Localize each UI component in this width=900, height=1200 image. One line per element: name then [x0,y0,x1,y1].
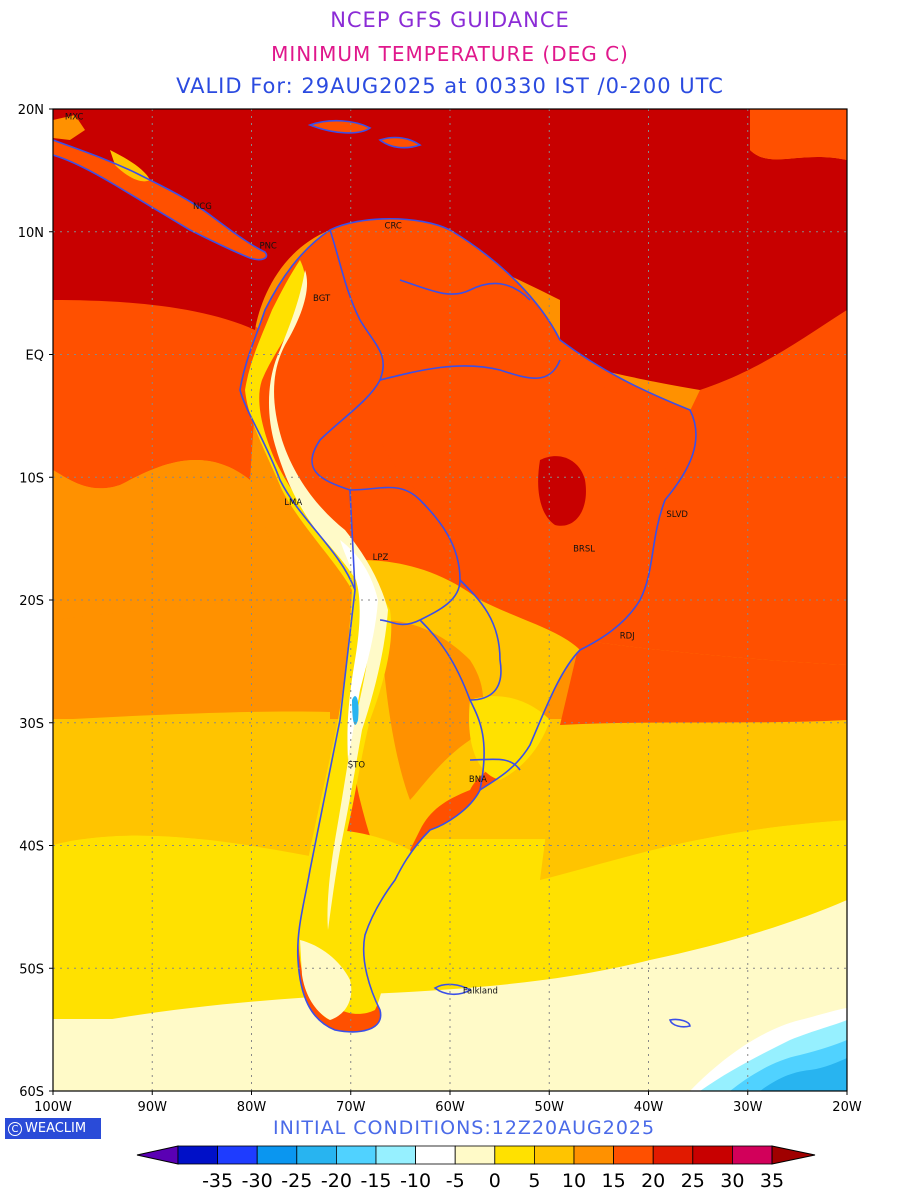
legend-label: -5 [446,1170,465,1192]
city-label: BNA [469,775,487,785]
lon-tick-label: 50W [535,1100,565,1115]
lon-tick-label: 70W [336,1100,366,1115]
legend-swatch [494,1145,535,1165]
lat-tick-label: 30S [19,717,44,732]
lat-tick-label: 20N [18,103,44,118]
legend-swatch [652,1145,694,1165]
chart-subtitle: MINIMUM TEMPERATURE (DEG C) [271,42,629,66]
city-label: BGT [313,294,331,304]
city-label: CRC [385,222,402,232]
legend-label: 30 [720,1170,744,1192]
legend-swatch [613,1145,654,1165]
lon-tick-label: 60W [435,1100,465,1115]
lat-tick-label: 10S [19,471,44,486]
city-label: BRSL [573,544,595,554]
lat-tick-label: EQ [26,349,44,364]
legend-swatch [534,1145,575,1165]
legend-arrow-high [771,1145,816,1165]
valid-time: VALID For: 29AUG2025 at 00330 IST /0-200… [176,74,724,98]
legend-label: 15 [602,1170,626,1192]
initial-conditions: INITIAL CONDITIONS:12Z20AUG2025 [273,1117,656,1139]
lon-tick-label: 40W [634,1100,664,1115]
legend-swatch [454,1145,496,1165]
lat-tick-label: 60S [19,1085,44,1100]
legend-label: -25 [281,1170,312,1192]
lat-tick-label: 40S [19,840,44,855]
legend-label: 10 [562,1170,586,1192]
city-label: MXC [65,112,84,122]
copyright-icon: C [8,1121,22,1136]
legend-label: -10 [400,1170,431,1192]
legend-swatch [375,1145,416,1165]
badge-label: WEACLIM [25,1121,87,1136]
legend-label: 35 [760,1170,784,1192]
city-label: NCG [193,202,212,212]
legend-swatch [692,1145,733,1165]
chart-title: NCEP GFS GUIDANCE [330,8,570,32]
city-label: PNC [259,241,276,251]
legend-label: -30 [242,1170,273,1192]
city-labels: MXC NCG PNC CRC BGT LMA LPZ BRSL SLVD RDJ STO BNA Fa… [65,112,688,996]
lon-tick-label: 80W [237,1100,267,1115]
lon-tick-label: 90W [138,1100,168,1115]
legend-swatch [296,1145,337,1165]
lon-tick-label: 20W [832,1100,862,1115]
legend-label: -15 [360,1170,391,1192]
legend-swatch [217,1145,258,1165]
lon-axis: 100W 90W 80W 70W 60W 50W 40W 30W 20W [34,1091,862,1115]
lon-tick-label: 30W [733,1100,763,1115]
city-label: Falkland [463,986,498,996]
city-label: STO [348,760,366,770]
legend-swatch [256,1145,298,1165]
city-label: LMA [284,498,302,508]
lat-axis: 20N 10N EQ 10S 20S 30S 40S 50S 60S [18,103,53,1100]
legend-label: -20 [321,1170,352,1192]
color-legend: -35 -30 -25 -20 -15 -10 -5 0 5 10 15 20 25 30 35 [136,1145,816,1192]
legend-swatch [573,1145,614,1165]
city-label: RDJ [620,632,635,642]
lat-tick-label: 20S [19,594,44,609]
city-label: SLVD [666,510,688,520]
lat-tick-label: 10N [18,226,44,241]
legend-swatch [335,1145,377,1165]
legend-label: 25 [681,1170,705,1192]
city-label: LPZ [373,553,389,563]
legend-swatch [177,1145,218,1165]
lat-tick-label: 50S [19,962,44,977]
legend-arrow-low [136,1145,179,1165]
coastlines [53,119,697,1033]
legend-label: 20 [641,1170,665,1192]
legend-swatch [415,1145,456,1165]
legend-label: -35 [202,1170,233,1192]
legend-label: 0 [489,1170,501,1192]
legend-label: 5 [528,1170,540,1192]
lon-tick-label: 100W [34,1100,72,1115]
weaclim-badge: C WEACLIM [5,1118,101,1139]
legend-swatch [732,1145,773,1165]
grid-lines [53,109,847,1091]
